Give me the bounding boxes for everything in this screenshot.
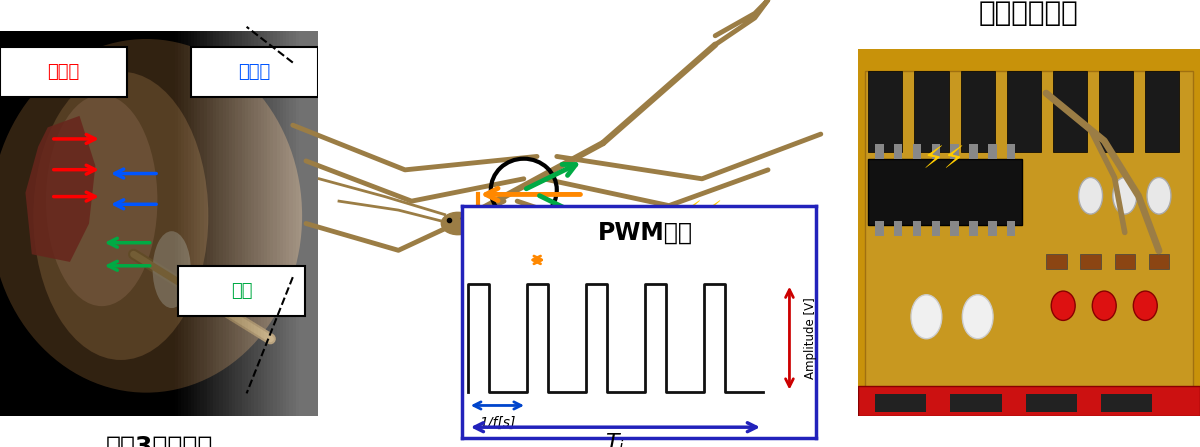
Bar (950, 144, 959, 159)
Ellipse shape (152, 231, 191, 308)
Bar (1080, 254, 1100, 269)
Bar (950, 221, 959, 236)
Bar (1148, 254, 1169, 269)
Bar (865, 71, 1193, 394)
Bar (1099, 71, 1133, 152)
Bar (1007, 71, 1040, 152)
Ellipse shape (1147, 177, 1171, 214)
Text: ⚡⚡: ⚡⚡ (680, 200, 724, 229)
Bar (1115, 254, 1135, 269)
Text: $T_i$: $T_i$ (606, 431, 625, 447)
Bar (858, 386, 1200, 416)
Bar (0, 46, 127, 97)
Text: 電気刺激装置: 電気刺激装置 (979, 0, 1079, 26)
Bar (178, 266, 305, 316)
Text: 挙筋: 挙筋 (230, 282, 252, 300)
Bar (1100, 394, 1152, 412)
Text: 1/f[s]: 1/f[s] (479, 416, 516, 430)
Bar (1026, 394, 1076, 412)
Bar (913, 221, 922, 236)
Text: 脚の3つの筋肉: 脚の3つの筋肉 (106, 434, 212, 447)
Bar (970, 144, 978, 159)
Bar (914, 71, 949, 152)
Ellipse shape (1092, 291, 1116, 320)
Bar (894, 221, 902, 236)
Bar (869, 159, 1022, 225)
Ellipse shape (1133, 291, 1157, 320)
Bar (1046, 254, 1067, 269)
Bar (869, 71, 902, 152)
Ellipse shape (442, 212, 474, 235)
Text: 前引筋: 前引筋 (239, 63, 270, 80)
Bar (875, 394, 926, 412)
Bar (988, 144, 996, 159)
Ellipse shape (0, 39, 302, 392)
Ellipse shape (911, 295, 942, 339)
Bar (950, 394, 1002, 412)
Text: PWM信号: PWM信号 (598, 221, 692, 245)
Bar (913, 144, 922, 159)
Bar (1007, 144, 1015, 159)
Ellipse shape (46, 95, 157, 306)
Text: ⚡⚡: ⚡⚡ (922, 145, 965, 173)
Bar (894, 144, 902, 159)
Ellipse shape (962, 295, 994, 339)
Bar (931, 144, 940, 159)
Bar (931, 221, 940, 236)
Ellipse shape (1051, 291, 1075, 320)
Bar (1007, 221, 1015, 236)
Text: Amplitude [V]: Amplitude [V] (804, 297, 817, 379)
Bar (875, 221, 883, 236)
Bar (1145, 71, 1180, 152)
Ellipse shape (1112, 177, 1136, 214)
Bar (191, 46, 318, 97)
Bar (1052, 71, 1087, 152)
Bar (970, 221, 978, 236)
Text: 後引筋: 後引筋 (48, 63, 79, 80)
Bar (961, 71, 995, 152)
Bar (988, 221, 996, 236)
Ellipse shape (34, 72, 209, 360)
PathPatch shape (25, 116, 96, 262)
Ellipse shape (1079, 177, 1103, 214)
Bar (875, 144, 883, 159)
